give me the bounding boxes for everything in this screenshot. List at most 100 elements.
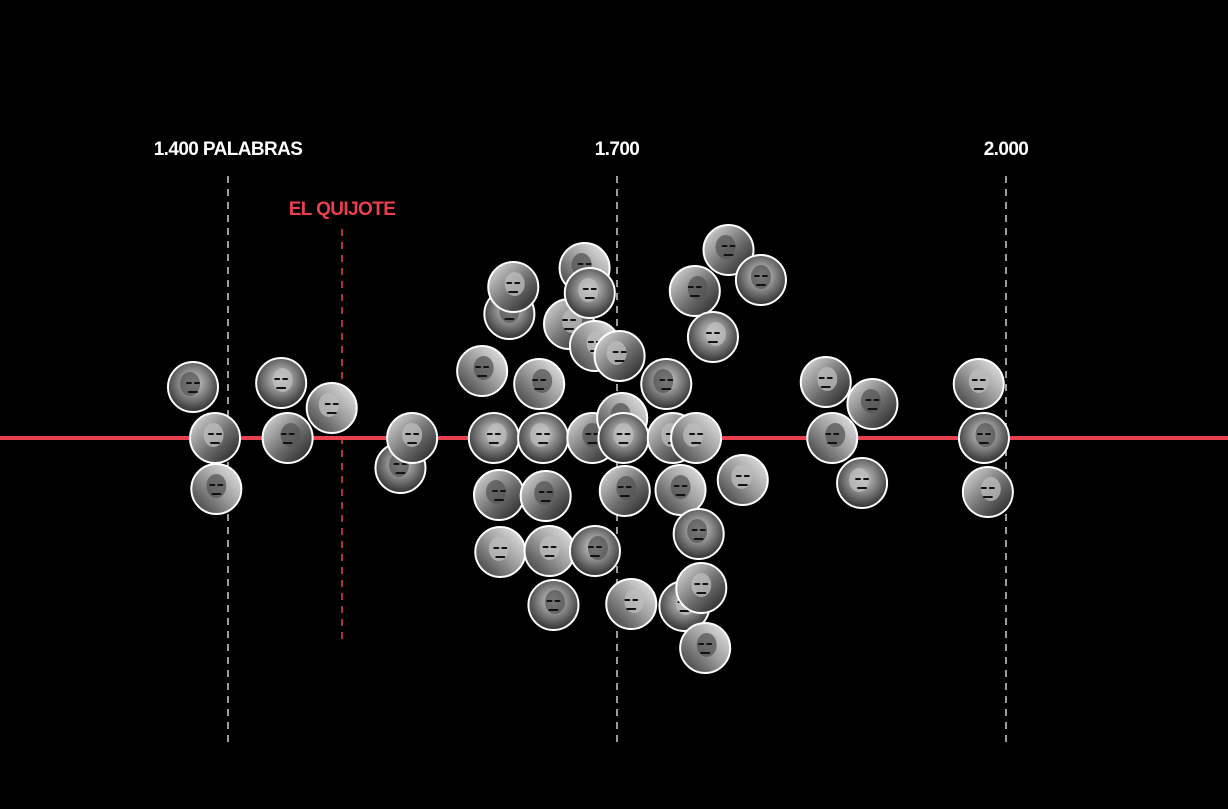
data-point[interactable] [598,465,651,517]
data-point-face [539,536,560,560]
tick-label-1700: 1.700 [595,139,640,160]
data-point[interactable] [961,466,1014,518]
data-point[interactable] [467,412,520,464]
data-point[interactable] [189,412,242,464]
data-point-face-detail [492,490,507,501]
data-point[interactable] [640,358,693,410]
reference-label: EL QUIJOTE [289,199,396,220]
data-point[interactable] [672,508,725,560]
data-point-face [504,272,525,296]
data-point[interactable] [527,579,580,631]
data-point-face-detail [393,463,408,474]
data-point-face [613,423,634,447]
data-point-face [670,475,691,499]
data-point-face-detail [587,546,602,557]
data-point[interactable] [261,412,314,464]
data-point[interactable] [799,356,852,408]
data-point-face-detail [971,379,986,390]
points-layer [166,224,1014,674]
data-point[interactable] [670,412,723,464]
data-point-face-detail [209,484,224,495]
data-point[interactable] [456,345,509,397]
data-point-face-detail [493,547,508,558]
data-point[interactable] [593,330,646,382]
data-point-face-detail [506,282,521,293]
data-point[interactable] [668,265,721,317]
tick-label-1400: 1.400 PALABRAS [154,139,303,160]
data-point[interactable] [166,361,219,413]
data-point-face-detail [532,379,547,390]
data-point-face-detail [616,433,631,444]
data-point[interactable] [563,267,616,319]
data-point-face-detail [694,583,709,594]
data-point[interactable] [806,412,859,464]
data-point-face-detail [673,485,688,496]
data-point[interactable] [386,412,439,464]
data-point-face-detail [735,475,750,486]
data-point-face-detail [475,366,490,377]
data-point[interactable] [523,525,576,577]
data-point[interactable] [473,469,526,521]
data-point-face [696,633,717,657]
data-point[interactable] [679,622,732,674]
data-point-face [968,369,989,393]
data-point-face-detail [659,379,674,390]
data-point[interactable] [305,382,358,434]
data-point-face-detail [185,382,200,393]
data-point[interactable] [686,311,739,363]
data-point-face [687,519,708,543]
data-point-face-detail [562,319,577,330]
data-point[interactable] [474,526,527,578]
data-point-face [488,537,509,561]
data-point[interactable] [957,412,1010,464]
data-point[interactable] [734,254,787,306]
data-point-face-detail [705,332,720,343]
data-point[interactable] [513,358,566,410]
data-point-face-detail [542,546,557,557]
data-point-face-detail [486,433,501,444]
data-point[interactable] [675,562,728,614]
data-point-face [534,481,555,505]
data-point-face-detail [818,377,833,388]
data-point[interactable] [836,457,889,509]
data-point-face-detail [865,399,880,410]
data-point-face-detail [536,433,551,444]
data-point-face-detail [585,433,600,444]
data-point[interactable] [597,412,650,464]
data-point-face [582,423,603,447]
data-point-face [578,278,599,302]
data-point-face [731,465,752,489]
data-point-face-detail [324,403,339,414]
data-point-face-detail [691,529,706,540]
data-point[interactable] [568,525,621,577]
data-point[interactable] [517,412,570,464]
data-point[interactable] [702,224,755,276]
data-point[interactable] [846,378,899,430]
data-point-face-detail [624,599,639,610]
data-point-face-detail [280,433,295,444]
data-point[interactable] [716,454,769,506]
data-point-face [817,367,838,391]
data-point-face-detail [980,487,995,498]
data-point[interactable] [519,470,572,522]
data-point-face-detail [687,286,702,297]
data-point-face [206,474,227,498]
data-point[interactable] [190,463,243,515]
data-point[interactable] [654,464,707,516]
data-point-face [860,389,881,413]
data-point-face [544,590,565,614]
data-point[interactable] [605,578,658,630]
data-point-face-detail [721,245,736,256]
data-point-face-detail [976,433,991,444]
data-point[interactable] [255,357,308,409]
data-point-face-detail [825,433,840,444]
data-point-face-detail [546,600,561,611]
data-point-face [691,573,712,597]
data-point-face [750,265,771,289]
data-point-face-detail [753,275,768,286]
tick-label-2000: 2.000 [984,139,1029,160]
data-point[interactable] [952,358,1005,410]
data-point-face-detail [208,433,223,444]
data-point[interactable] [487,261,540,313]
